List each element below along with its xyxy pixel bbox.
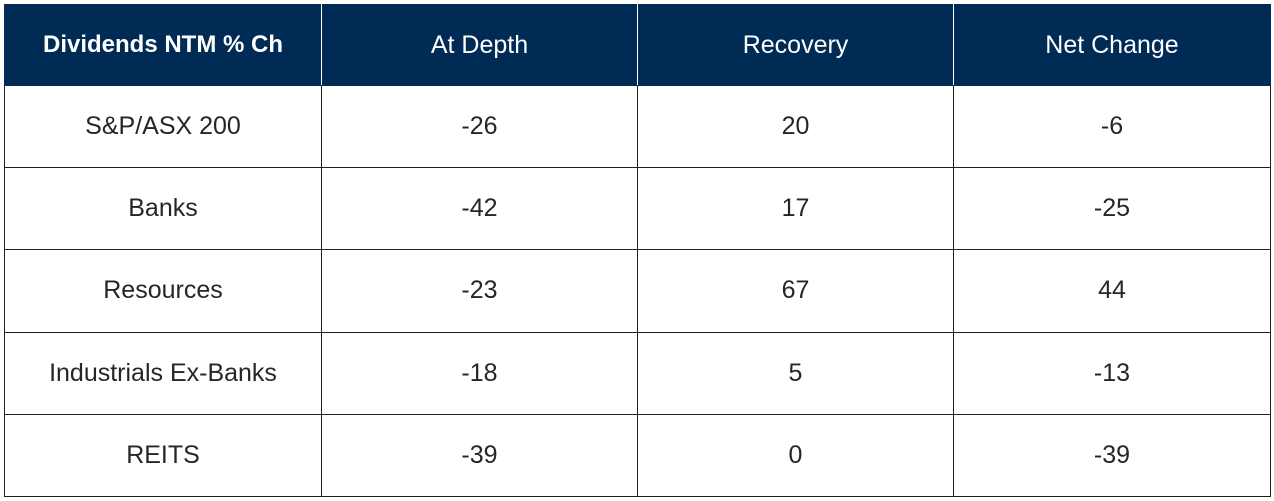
table-row: Resources -23 67 44 [4, 249, 1271, 333]
cell-at-depth: -42 [321, 167, 638, 251]
header-row: Dividends NTM % Ch At Depth Recovery Net… [4, 4, 1271, 86]
table-row: Banks -42 17 -25 [4, 167, 1271, 251]
table-row: S&P/ASX 200 -26 20 -6 [4, 84, 1271, 169]
cell-at-depth: -39 [321, 413, 638, 498]
header-net-change: Net Change [953, 4, 1271, 86]
cell-recovery: 17 [637, 167, 954, 251]
cell-recovery: 20 [637, 84, 954, 169]
row-label: Banks [4, 167, 322, 251]
cell-recovery: 0 [637, 413, 954, 498]
header-at-depth: At Depth [321, 4, 638, 86]
row-label: Resources [4, 249, 322, 333]
table-body: S&P/ASX 200 -26 20 -6 Banks -42 17 -25 R… [4, 84, 1271, 498]
row-label: S&P/ASX 200 [4, 84, 322, 169]
dividends-table-container: Dividends NTM % Ch At Depth Recovery Net… [4, 4, 1271, 498]
cell-net-change: -39 [953, 413, 1271, 498]
cell-net-change: -25 [953, 167, 1271, 251]
header-dividends-ntm: Dividends NTM % Ch [4, 4, 322, 86]
cell-at-depth: -26 [321, 84, 638, 169]
header-recovery: Recovery [637, 4, 954, 86]
row-label: Industrials Ex-Banks [4, 331, 322, 415]
cell-net-change: -13 [953, 331, 1271, 415]
cell-net-change: -6 [953, 84, 1271, 169]
table-row: REITS -39 0 -39 [4, 413, 1271, 498]
dividends-table: Dividends NTM % Ch At Depth Recovery Net… [4, 4, 1271, 498]
cell-recovery: 5 [637, 331, 954, 415]
table-header: Dividends NTM % Ch At Depth Recovery Net… [4, 4, 1271, 86]
cell-net-change: 44 [953, 249, 1271, 333]
cell-at-depth: -23 [321, 249, 638, 333]
row-label: REITS [4, 413, 322, 498]
cell-at-depth: -18 [321, 331, 638, 415]
table-row: Industrials Ex-Banks -18 5 -13 [4, 331, 1271, 415]
cell-recovery: 67 [637, 249, 954, 333]
